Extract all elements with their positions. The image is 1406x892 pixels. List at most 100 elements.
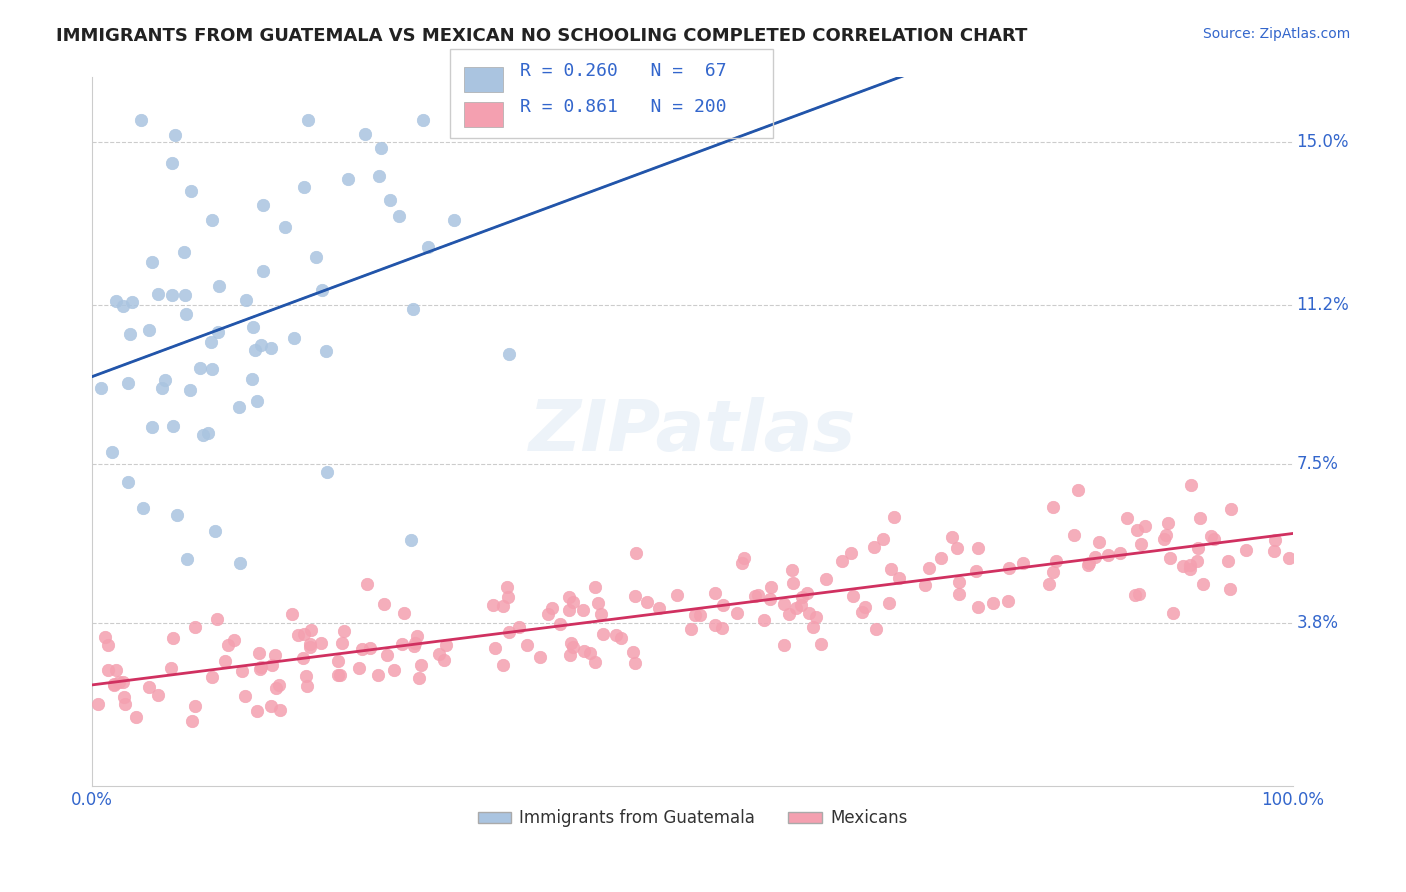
Point <box>359 640 381 655</box>
Point <box>111 674 134 689</box>
Point <box>298 640 321 654</box>
Point <box>260 341 283 355</box>
Point <box>246 394 269 409</box>
Point <box>1278 551 1301 566</box>
Text: R = 0.861   N = 200: R = 0.861 N = 200 <box>520 98 727 116</box>
Point <box>252 198 274 212</box>
Point <box>583 580 606 594</box>
Point <box>853 600 876 615</box>
Point <box>292 180 315 194</box>
Point <box>249 646 271 660</box>
Point <box>367 169 389 183</box>
Point <box>1077 558 1099 572</box>
Point <box>1201 529 1223 543</box>
Point <box>747 588 769 602</box>
Point <box>842 589 865 603</box>
Point <box>208 278 231 293</box>
Point <box>281 607 304 621</box>
Point <box>1187 541 1209 555</box>
Point <box>1185 554 1208 568</box>
Point <box>711 598 734 612</box>
Point <box>1216 554 1239 568</box>
Point <box>179 383 201 397</box>
Point <box>725 607 748 621</box>
Point <box>197 425 219 440</box>
Point <box>231 665 253 679</box>
Point <box>427 647 450 661</box>
Point <box>914 578 936 592</box>
Point <box>242 320 264 334</box>
Point <box>399 533 422 547</box>
Point <box>541 600 564 615</box>
Point <box>112 299 135 313</box>
Point <box>217 638 239 652</box>
Point <box>1157 516 1180 531</box>
Point <box>548 617 571 632</box>
Point <box>1263 544 1285 558</box>
Point <box>997 593 1019 607</box>
Point <box>146 287 169 301</box>
Point <box>1078 556 1101 570</box>
Point <box>160 660 183 674</box>
Point <box>245 704 267 718</box>
Point <box>97 664 120 678</box>
Point <box>200 334 222 349</box>
Point <box>1218 582 1240 596</box>
Point <box>250 660 273 674</box>
Point <box>491 599 513 613</box>
Point <box>299 636 322 650</box>
Point <box>406 629 429 643</box>
Point <box>948 587 970 601</box>
Point <box>267 678 290 692</box>
Point <box>1178 562 1201 576</box>
Point <box>94 630 117 644</box>
Point <box>162 631 184 645</box>
Point <box>204 524 226 538</box>
Point <box>388 209 411 223</box>
Point <box>269 703 291 717</box>
Legend: Immigrants from Guatemala, Mexicans: Immigrants from Guatemala, Mexicans <box>471 803 914 834</box>
Point <box>121 295 143 310</box>
Point <box>228 401 250 415</box>
Point <box>605 628 627 642</box>
Point <box>492 658 515 673</box>
Text: 7.5%: 7.5% <box>1296 455 1339 473</box>
Point <box>883 510 905 524</box>
Point <box>146 688 169 702</box>
Point <box>508 619 530 633</box>
Point <box>624 590 647 604</box>
Point <box>235 293 257 308</box>
Point <box>744 589 766 603</box>
Point <box>801 620 824 634</box>
Point <box>108 674 131 689</box>
Point <box>274 220 297 235</box>
Point <box>315 343 337 358</box>
Point <box>222 632 245 647</box>
Point <box>205 612 228 626</box>
Point <box>496 591 519 605</box>
Point <box>201 362 224 376</box>
Point <box>839 546 862 560</box>
Point <box>337 171 360 186</box>
Point <box>967 599 990 614</box>
Point <box>733 550 755 565</box>
Point <box>418 240 440 254</box>
Point <box>292 627 315 641</box>
Point <box>560 648 582 662</box>
Point <box>191 428 214 442</box>
Point <box>434 638 457 652</box>
Point <box>408 671 430 685</box>
Point <box>879 561 901 575</box>
Point <box>412 113 434 128</box>
Point <box>799 606 821 620</box>
Point <box>316 465 339 479</box>
Point <box>572 603 595 617</box>
Point <box>1125 524 1147 538</box>
Point <box>184 619 207 633</box>
Point <box>173 244 195 259</box>
Point <box>305 250 328 264</box>
Point <box>863 540 886 554</box>
Point <box>773 597 796 611</box>
Point <box>103 678 125 692</box>
Point <box>1234 543 1257 558</box>
